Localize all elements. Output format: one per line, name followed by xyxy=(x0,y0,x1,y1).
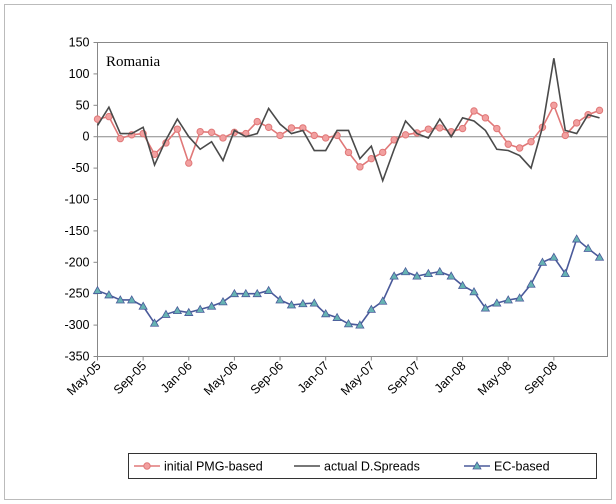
data-point xyxy=(514,293,525,302)
data-point xyxy=(104,290,114,299)
data-point xyxy=(196,127,204,136)
data-point xyxy=(503,295,513,304)
y-tick-label: -250 xyxy=(64,287,89,301)
data-point xyxy=(412,271,422,280)
data-point xyxy=(366,304,377,313)
data-point xyxy=(515,144,524,152)
data-point xyxy=(526,279,536,288)
data-point xyxy=(343,319,354,328)
data-point xyxy=(172,305,183,315)
data-point xyxy=(286,300,297,309)
data-point xyxy=(241,288,251,298)
data-point xyxy=(560,268,570,278)
legend-label: initial PMG-based xyxy=(164,460,263,474)
data-point xyxy=(356,163,364,171)
data-point xyxy=(195,304,205,313)
annotation: Romania xyxy=(106,54,160,70)
data-point xyxy=(423,268,434,278)
data-point xyxy=(492,298,502,307)
y-tick-label: 100 xyxy=(69,67,90,81)
data-point xyxy=(389,271,399,280)
data-point xyxy=(400,266,411,276)
data-point xyxy=(149,318,160,327)
data-point xyxy=(207,128,216,137)
data-point xyxy=(561,131,569,140)
data-point xyxy=(309,298,319,307)
data-point xyxy=(321,134,330,142)
data-point xyxy=(527,138,535,146)
plot-area xyxy=(97,42,608,357)
data-point xyxy=(161,309,171,318)
data-point xyxy=(185,159,193,167)
data-point xyxy=(504,140,512,148)
y-tick-label: 50 xyxy=(76,98,90,112)
y-tick-label: -350 xyxy=(64,350,89,364)
legend-label: actual D.Spreads xyxy=(324,460,420,474)
data-point xyxy=(344,148,353,157)
data-point xyxy=(320,308,331,318)
data-point xyxy=(537,257,548,266)
data-point xyxy=(470,107,478,115)
data-point xyxy=(92,285,103,294)
data-point xyxy=(252,288,262,298)
data-point xyxy=(367,154,376,163)
data-point xyxy=(355,320,365,329)
data-point xyxy=(469,287,479,296)
data-point xyxy=(218,297,228,306)
data-point xyxy=(571,234,582,243)
data-point xyxy=(480,303,491,312)
data-point xyxy=(115,295,126,304)
data-point xyxy=(184,307,194,316)
data-point xyxy=(275,295,285,304)
y-tick-label: 150 xyxy=(69,36,90,50)
data-point xyxy=(276,131,284,140)
data-point xyxy=(435,266,445,276)
data-point xyxy=(253,117,261,126)
data-point xyxy=(424,125,433,133)
data-point xyxy=(572,119,581,127)
data-point xyxy=(493,124,501,133)
y-tick-label: -100 xyxy=(64,193,89,207)
series-line xyxy=(96,58,600,184)
data-point xyxy=(458,124,467,133)
data-point xyxy=(457,280,468,289)
legend-label: EC-based xyxy=(494,460,550,474)
data-point xyxy=(379,148,387,157)
data-point xyxy=(206,301,217,310)
data-point xyxy=(436,124,444,132)
data-point xyxy=(594,252,605,261)
data-point xyxy=(401,131,410,139)
data-point xyxy=(116,134,125,143)
legend-marker xyxy=(472,461,482,470)
data-point xyxy=(549,252,559,261)
legend-marker xyxy=(143,462,151,470)
data-point xyxy=(287,124,296,132)
data-point xyxy=(138,301,148,310)
data-point xyxy=(263,285,274,294)
data-point xyxy=(583,243,593,252)
data-point xyxy=(298,298,308,308)
data-point xyxy=(127,295,137,304)
legend-box xyxy=(128,453,597,479)
data-point xyxy=(481,114,490,122)
data-point xyxy=(378,296,388,305)
data-point xyxy=(105,112,113,121)
data-point xyxy=(332,312,342,321)
data-point xyxy=(446,271,456,280)
y-tick-label: -300 xyxy=(64,318,89,332)
data-point xyxy=(310,131,318,140)
data-point xyxy=(595,106,604,115)
data-point xyxy=(173,125,182,133)
data-point xyxy=(229,288,240,298)
data-point xyxy=(550,101,558,110)
y-tick-label: -50 xyxy=(71,161,89,175)
y-tick-label: -200 xyxy=(64,255,89,269)
y-tick-label: -150 xyxy=(64,224,89,238)
data-point xyxy=(219,134,227,142)
y-tick-label: 0 xyxy=(83,130,90,144)
data-point xyxy=(264,123,273,131)
